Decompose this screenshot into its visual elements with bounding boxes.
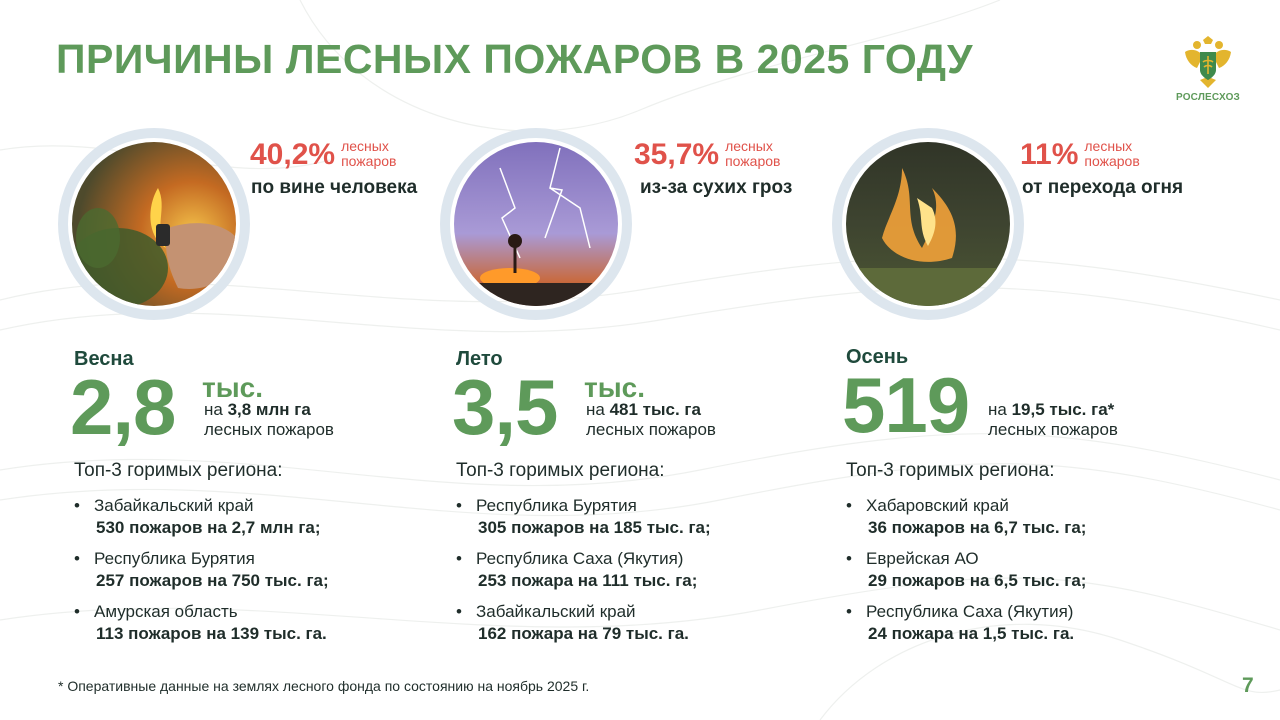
bullet: • <box>456 496 462 515</box>
list-item: • Хабаровский край 36 пожаров на 6,7 тыс.… <box>846 496 1226 549</box>
cause-percent: 40,2% <box>250 138 336 171</box>
fires-count-big: 519 <box>842 361 970 449</box>
cause-percent-label: лесных пожаров <box>725 138 781 169</box>
region-stat: 305 пожаров на 185 тыс. га; <box>478 518 711 537</box>
burned-area: на 3,8 млн га <box>204 400 311 419</box>
grass-fire-photo <box>846 142 1010 306</box>
top-regions-title: Топ-3 горимых региона: <box>846 460 1055 481</box>
fires-count-big: 3,5 <box>452 363 558 451</box>
fires-label: лесных пожаров <box>988 420 1118 439</box>
list-item: • Забайкальский край 530 пожаров на 2,7 м… <box>74 496 454 549</box>
region-stat: 36 пожаров на 6,7 тыс. га; <box>868 518 1087 537</box>
cause-description: из-за сухих гроз <box>640 177 793 198</box>
bullet: • <box>456 602 462 621</box>
cause-percent: 35,7% <box>634 138 720 171</box>
region-stat: 24 пожара на 1,5 тыс. га. <box>868 624 1075 643</box>
bullet: • <box>74 602 80 621</box>
region-name: Амурская область <box>94 602 238 621</box>
top-regions-list: • Хабаровский край 36 пожаров на 6,7 тыс.… <box>846 496 1226 655</box>
percent-ring-fire-spread <box>832 128 1024 320</box>
list-item: • Республика Бурятия 305 пожаров на 185 т… <box>456 496 836 549</box>
bullet: • <box>846 602 852 621</box>
region-name: Республика Бурятия <box>94 549 255 568</box>
list-item: • Амурская область 113 пожаров на 139 тыс… <box>74 602 454 655</box>
region-name: Забайкальский край <box>476 602 636 621</box>
region-stat: 253 пожара на 111 тыс. га; <box>478 571 698 590</box>
list-item: • Республика Саха (Якутия) 24 пожара на 1… <box>846 602 1226 655</box>
page-number: 7 <box>1242 674 1254 697</box>
region-stat: 530 пожаров на 2,7 млн га; <box>96 518 321 537</box>
region-name: Забайкальский край <box>94 496 254 515</box>
cause-description: по вине человека <box>251 177 418 198</box>
list-item: • Республика Саха (Якутия) 253 пожара на … <box>456 549 836 602</box>
fires-count-unit: тыс. <box>202 372 263 403</box>
region-name: Республика Бурятия <box>476 496 637 515</box>
season-name: Весна <box>74 348 134 370</box>
page-title: ПРИЧИНЫ ЛЕСНЫХ ПОЖАРОВ В 2025 ГОДУ <box>56 36 973 82</box>
region-stat: 162 пожара на 79 тыс. га. <box>478 624 689 643</box>
region-stat: 257 пожаров на 750 тыс. га; <box>96 571 329 590</box>
region-stat: 29 пожаров на 6,5 тыс. га; <box>868 571 1087 590</box>
fires-label: лесных пожаров <box>204 420 334 439</box>
bullet: • <box>74 496 80 515</box>
cause-percent-label: лесных пожаров <box>341 138 397 169</box>
footnote: * Оперативные данные на землях лесного ф… <box>58 678 590 694</box>
bullet: • <box>74 549 80 568</box>
season-name: Осень <box>846 346 909 368</box>
bullet: • <box>846 549 852 568</box>
fires-label: лесных пожаров <box>586 420 716 439</box>
top-regions-list: • Республика Бурятия 305 пожаров на 185 т… <box>456 496 836 655</box>
cause-percent-label: лесных пожаров <box>1084 138 1140 169</box>
season-name: Лето <box>456 348 503 370</box>
top-regions-title: Топ-3 горимых региона: <box>74 460 283 481</box>
list-item: • Еврейская АО 29 пожаров на 6,5 тыс. га; <box>846 549 1226 602</box>
bullet: • <box>456 549 462 568</box>
logo-text: РОСЛЕСХОЗ <box>1175 92 1241 103</box>
burned-area: на 481 тыс. га <box>586 400 701 419</box>
top-regions-title: Топ-3 горимых региона: <box>456 460 665 481</box>
fires-count-big: 2,8 <box>70 363 176 451</box>
burned-area: на 19,5 тыс. га* <box>988 400 1115 419</box>
fires-count-unit: тыс. <box>584 372 645 403</box>
list-item: • Забайкальский край 162 пожара на 79 тыс… <box>456 602 836 655</box>
region-name: Хабаровский край <box>866 496 1009 515</box>
region-name: Республика Саха (Якутия) <box>476 549 684 568</box>
percent-ring-human <box>58 128 250 320</box>
percent-ring-thunderstorms <box>440 128 632 320</box>
rosleshoz-logo: РОСЛЕСХОЗ <box>1168 36 1248 103</box>
region-stat: 113 пожаров на 139 тыс. га. <box>96 624 327 643</box>
region-name: Еврейская АО <box>866 549 979 568</box>
cause-percent: 11% <box>1020 138 1079 171</box>
bullet: • <box>846 496 852 515</box>
double-headed-eagle-emblem-icon <box>1185 36 1231 88</box>
region-name: Республика Саха (Якутия) <box>866 602 1074 621</box>
list-item: • Республика Бурятия 257 пожаров на 750 т… <box>74 549 454 602</box>
cause-description: от перехода огня <box>1022 177 1184 198</box>
top-regions-list: • Забайкальский край 530 пожаров на 2,7 м… <box>74 496 454 655</box>
